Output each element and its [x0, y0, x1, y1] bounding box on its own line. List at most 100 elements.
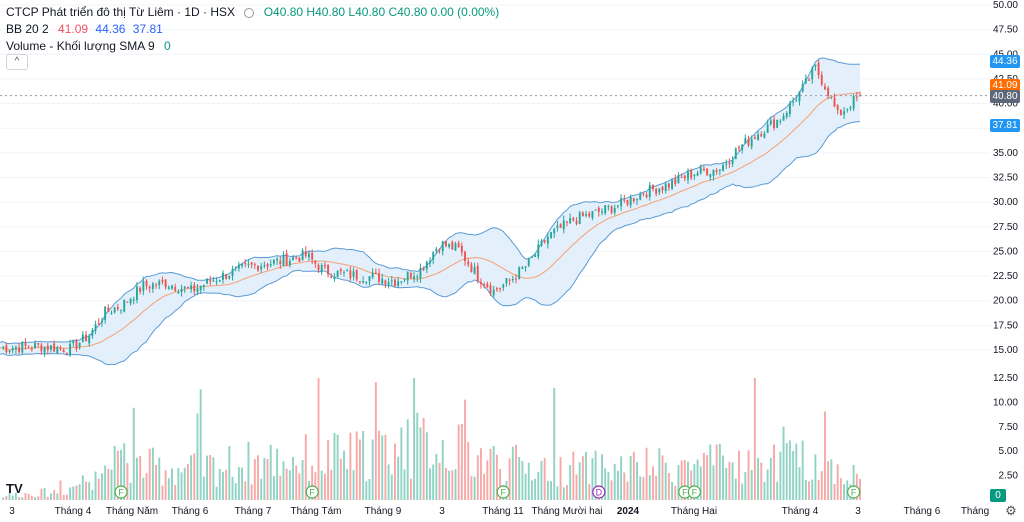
- volume-bar: [362, 431, 365, 500]
- candle-body: [706, 168, 709, 176]
- volume-bar: [773, 444, 775, 500]
- candle-body: [722, 165, 724, 171]
- candle-body: [266, 264, 269, 267]
- candle-body: [683, 175, 686, 179]
- volume-bar: [674, 485, 677, 500]
- candle-body: [75, 340, 78, 349]
- volume-bar: [769, 457, 772, 500]
- volume-bar: [161, 485, 164, 500]
- volume-bar: [712, 465, 715, 500]
- candle-body: [50, 345, 52, 350]
- time-tick-label: Tháng Tám: [291, 506, 342, 517]
- time-tick-label: 2024: [617, 506, 640, 517]
- volume-bar: [69, 487, 72, 500]
- candle-body: [72, 341, 75, 344]
- candle-body: [658, 188, 661, 193]
- volume-bar: [234, 483, 237, 500]
- candle-body: [769, 120, 772, 125]
- candle-body: [218, 280, 221, 282]
- candle-body: [193, 284, 196, 292]
- tradingview-logo[interactable]: TV: [6, 481, 23, 496]
- candle-body: [779, 120, 782, 122]
- volume-bar: [218, 468, 221, 500]
- volume-bar: [72, 486, 75, 500]
- candle-body: [521, 267, 524, 269]
- candle-body: [499, 287, 502, 289]
- volume-bar: [183, 467, 186, 500]
- gear-icon[interactable]: ⚙: [1005, 503, 1017, 518]
- volume-bar: [180, 472, 183, 500]
- volume-bar: [75, 485, 78, 500]
- volume-bar: [782, 426, 785, 500]
- candle-body: [575, 220, 578, 224]
- candle-body: [792, 101, 795, 103]
- candle-body: [183, 286, 186, 289]
- candle-body: [301, 250, 304, 260]
- volume-bar: [247, 441, 250, 500]
- volume-bar: [384, 434, 387, 500]
- candle-body: [709, 174, 712, 178]
- candle-body: [14, 347, 17, 350]
- bb-legend[interactable]: BB 20 2 41.09 44.36 37.81: [6, 22, 163, 36]
- volume-bar: [460, 424, 463, 500]
- candle-body: [100, 320, 103, 323]
- volume-bar: [559, 457, 562, 500]
- volume-bar: [814, 454, 817, 500]
- candle-body: [97, 322, 100, 325]
- candle-body: [763, 133, 766, 138]
- candle-body: [454, 243, 457, 251]
- volume-bar: [403, 469, 406, 500]
- candle-body: [744, 138, 747, 144]
- volume-bar: [110, 469, 113, 500]
- volume-bar: [81, 475, 84, 500]
- symbol-title[interactable]: CTCP Phát triển đô thị Từ Liêm · 1D · HS…: [6, 5, 236, 19]
- volume-bar: [346, 469, 349, 500]
- volume-bar: [314, 472, 317, 500]
- bollinger-lower-line: [0, 121, 861, 366]
- candle-body: [839, 110, 842, 116]
- chevron-up-icon[interactable]: ^: [6, 54, 28, 70]
- bb-lower-tag: 37.81: [990, 119, 1020, 132]
- volume-bar: [387, 464, 390, 500]
- volume-bar: [661, 455, 664, 500]
- candle-body: [304, 251, 307, 256]
- volume-bar: [339, 458, 342, 500]
- volume-bar: [343, 450, 345, 500]
- price-tick-label: 15.00: [993, 345, 1018, 356]
- volume-bar: [276, 448, 279, 500]
- volume-bar: [186, 463, 189, 500]
- volume-bar: [680, 460, 683, 500]
- candle-body: [269, 264, 272, 266]
- volume-bar: [645, 447, 648, 500]
- earnings-marker-icon: [847, 485, 861, 499]
- dividend-marker-icon-label: D: [596, 488, 603, 498]
- candle-body: [279, 260, 282, 265]
- eye-icon[interactable]: [244, 7, 255, 18]
- candle-body: [24, 343, 27, 346]
- candle-body: [355, 269, 358, 280]
- volume-bar: [378, 430, 380, 500]
- volume-bar: [687, 461, 689, 500]
- earnings-marker-icon: [496, 485, 510, 499]
- candle-body: [164, 279, 167, 288]
- candle-body: [253, 264, 256, 266]
- volume-bar: [139, 455, 142, 500]
- candle-body: [110, 312, 113, 314]
- volume-bar: [820, 471, 823, 500]
- bb-lower-value: 37.81: [132, 22, 163, 36]
- volume-legend[interactable]: Volume - Khối lượng SMA 9 0: [6, 39, 171, 53]
- volume-tick-label: 12.50: [993, 373, 1018, 384]
- volume-bar: [116, 450, 119, 500]
- volume-bar: [530, 480, 533, 500]
- candle-body: [601, 211, 603, 213]
- volume-bar: [610, 480, 613, 500]
- candle-body: [244, 263, 247, 265]
- candle-body: [718, 169, 721, 171]
- candle-body: [607, 205, 610, 207]
- candle-body: [626, 200, 629, 205]
- volume-bar: [2, 497, 5, 500]
- time-tick-label: 3: [855, 506, 861, 517]
- candle-body: [339, 269, 342, 272]
- volume-bar: [202, 476, 205, 500]
